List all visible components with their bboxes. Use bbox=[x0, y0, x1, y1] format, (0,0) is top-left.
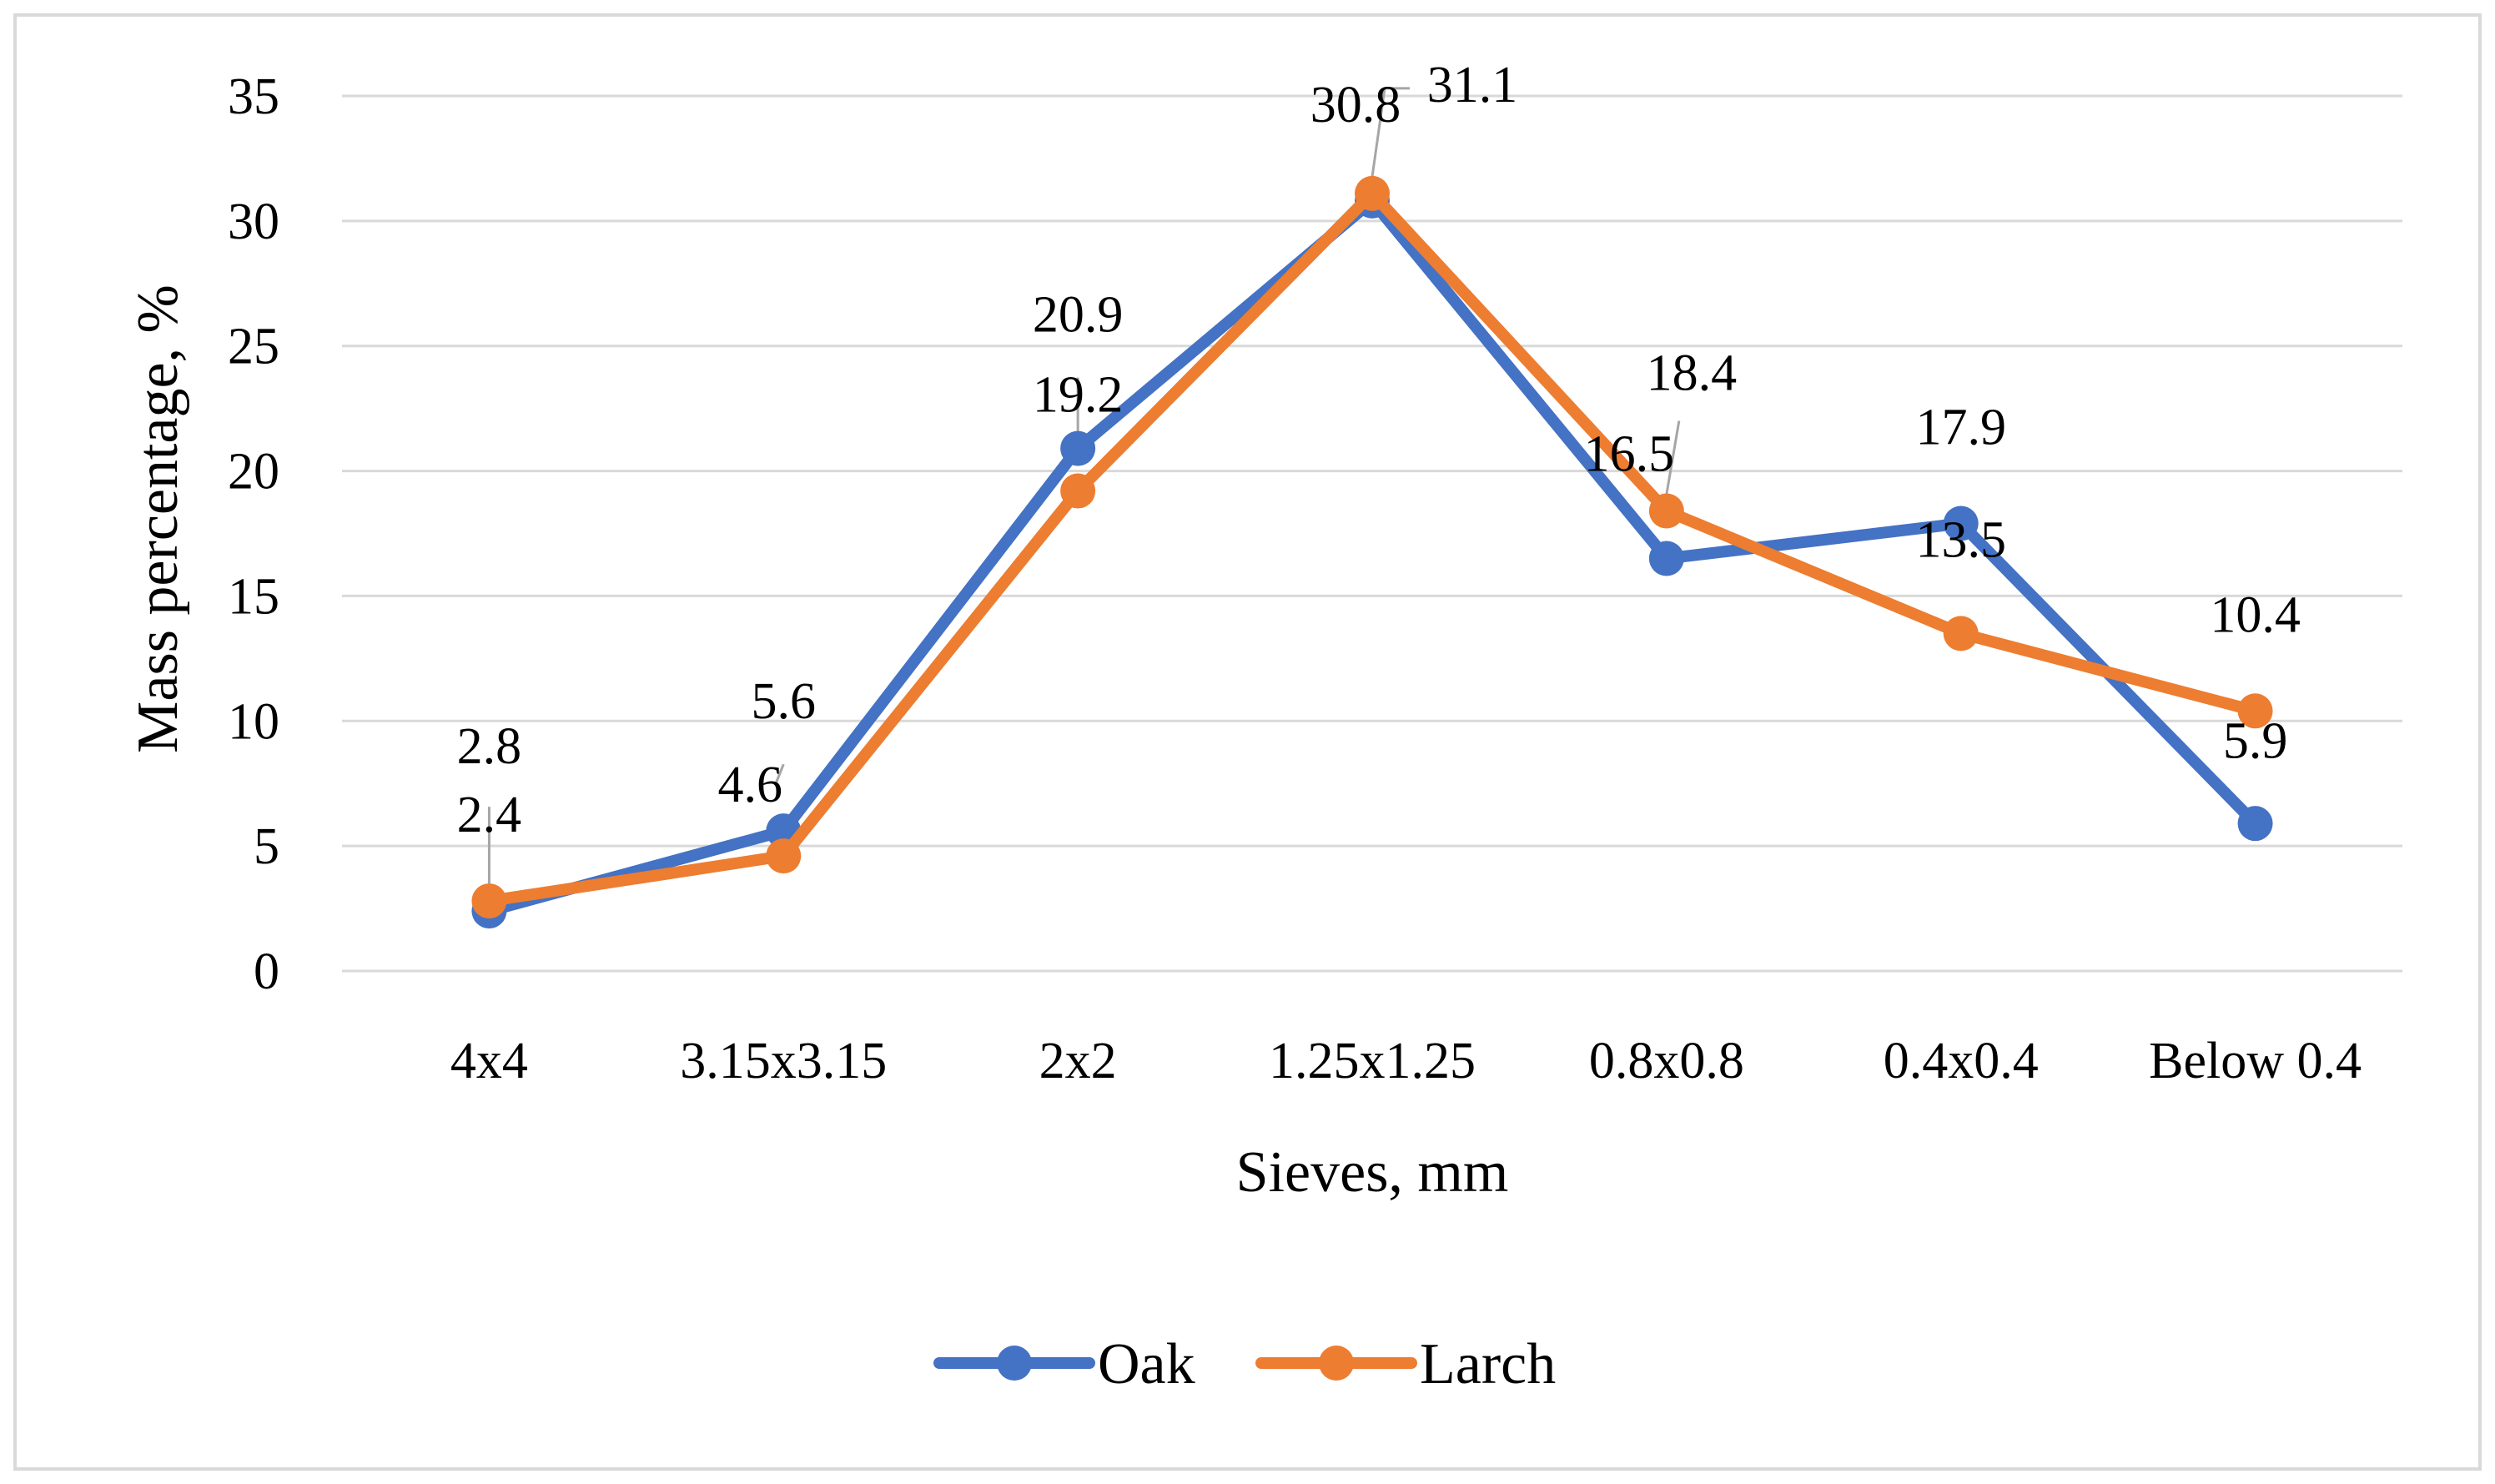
legend-label-larch: Larch bbox=[1420, 1332, 1556, 1396]
data-label-larch: 4.6 bbox=[718, 757, 783, 813]
y-tick-label: 35 bbox=[228, 68, 279, 125]
data-point-larch bbox=[1648, 493, 1684, 529]
data-label-oak: 2.4 bbox=[457, 787, 522, 843]
x-tick-label: Below 0.4 bbox=[2149, 1033, 2362, 1089]
data-label-larch: 18.4 bbox=[1647, 345, 1738, 402]
legend-marker-oak bbox=[997, 1346, 1032, 1381]
data-label-larch: 10.4 bbox=[2210, 586, 2301, 643]
x-tick-label: 2x2 bbox=[1039, 1033, 1117, 1089]
y-tick-label: 20 bbox=[228, 444, 279, 501]
data-label-larch: 13.5 bbox=[1915, 512, 2006, 569]
data-point-oak bbox=[2237, 806, 2273, 842]
data-point-larch bbox=[2237, 693, 2273, 729]
data-label-larch: 31.1 bbox=[1427, 57, 1518, 113]
x-axis-title: Sieves, mm bbox=[1236, 1140, 1509, 1205]
series-lines bbox=[471, 175, 2273, 929]
x-tick-label: 4x4 bbox=[450, 1033, 528, 1089]
x-axis-ticks: 4x4 3.15x3.15 2x2 1.25x1.25 0.8x0.8 0.4x0.4 Be… bbox=[450, 1033, 2362, 1089]
y-axis-title: Mass percentage, % bbox=[126, 284, 190, 753]
data-label-oak: 17.9 bbox=[1915, 400, 2006, 456]
data-label-oak: 16.5 bbox=[1584, 425, 1675, 482]
y-axis-ticks: 0 5 10 15 20 25 30 35 bbox=[228, 68, 279, 1000]
x-tick-label: 0.8x0.8 bbox=[1589, 1033, 1744, 1089]
x-tick-label: 3.15x3.15 bbox=[680, 1033, 887, 1089]
x-tick-label: 1.25x1.25 bbox=[1269, 1033, 1476, 1089]
label-leader-line bbox=[773, 763, 785, 786]
data-point-larch bbox=[471, 883, 507, 919]
legend: Oak Larch bbox=[933, 1332, 1556, 1396]
data-label-larch: 2.8 bbox=[457, 718, 522, 775]
data-point-oak bbox=[1943, 506, 1979, 541]
gridlines bbox=[342, 94, 2402, 973]
x-tick-label: 0.4x0.4 bbox=[1884, 1033, 2039, 1089]
legend-item-oak: Oak bbox=[933, 1332, 1195, 1396]
y-tick-label: 15 bbox=[228, 568, 279, 625]
data-point-larch bbox=[1943, 616, 1979, 651]
data-label-oak: 20.9 bbox=[1033, 287, 1124, 344]
series-larch bbox=[471, 175, 2273, 919]
data-label-larch: 19.2 bbox=[1033, 367, 1124, 424]
data-label-oak: 5.6 bbox=[752, 673, 817, 730]
data-label-oak: 5.9 bbox=[2223, 712, 2288, 769]
y-tick-label: 25 bbox=[228, 319, 279, 375]
data-point-larch bbox=[766, 838, 802, 874]
data-point-oak bbox=[1648, 541, 1684, 576]
data-point-larch bbox=[1355, 175, 1390, 211]
data-point-oak bbox=[1060, 430, 1096, 466]
label-leaders bbox=[487, 87, 1681, 887]
y-tick-label: 0 bbox=[254, 943, 279, 1000]
y-tick-label: 5 bbox=[254, 818, 279, 875]
label-leader-line bbox=[1665, 420, 1681, 495]
legend-marker-larch bbox=[1319, 1346, 1354, 1381]
legend-item-larch: Larch bbox=[1255, 1332, 1556, 1396]
data-labels: 2.4 2.8 5.6 4.6 20.9 19.2 30.8 31.1 16.5 18.4 17.9… bbox=[457, 57, 2301, 843]
y-tick-label: 30 bbox=[228, 194, 279, 250]
legend-label-oak: Oak bbox=[1098, 1332, 1195, 1396]
data-point-larch bbox=[1060, 473, 1096, 509]
label-leader-line bbox=[1371, 87, 1410, 178]
data-label-oak: 30.8 bbox=[1310, 77, 1401, 133]
y-tick-label: 10 bbox=[228, 693, 279, 750]
chart-border bbox=[13, 13, 2482, 1471]
